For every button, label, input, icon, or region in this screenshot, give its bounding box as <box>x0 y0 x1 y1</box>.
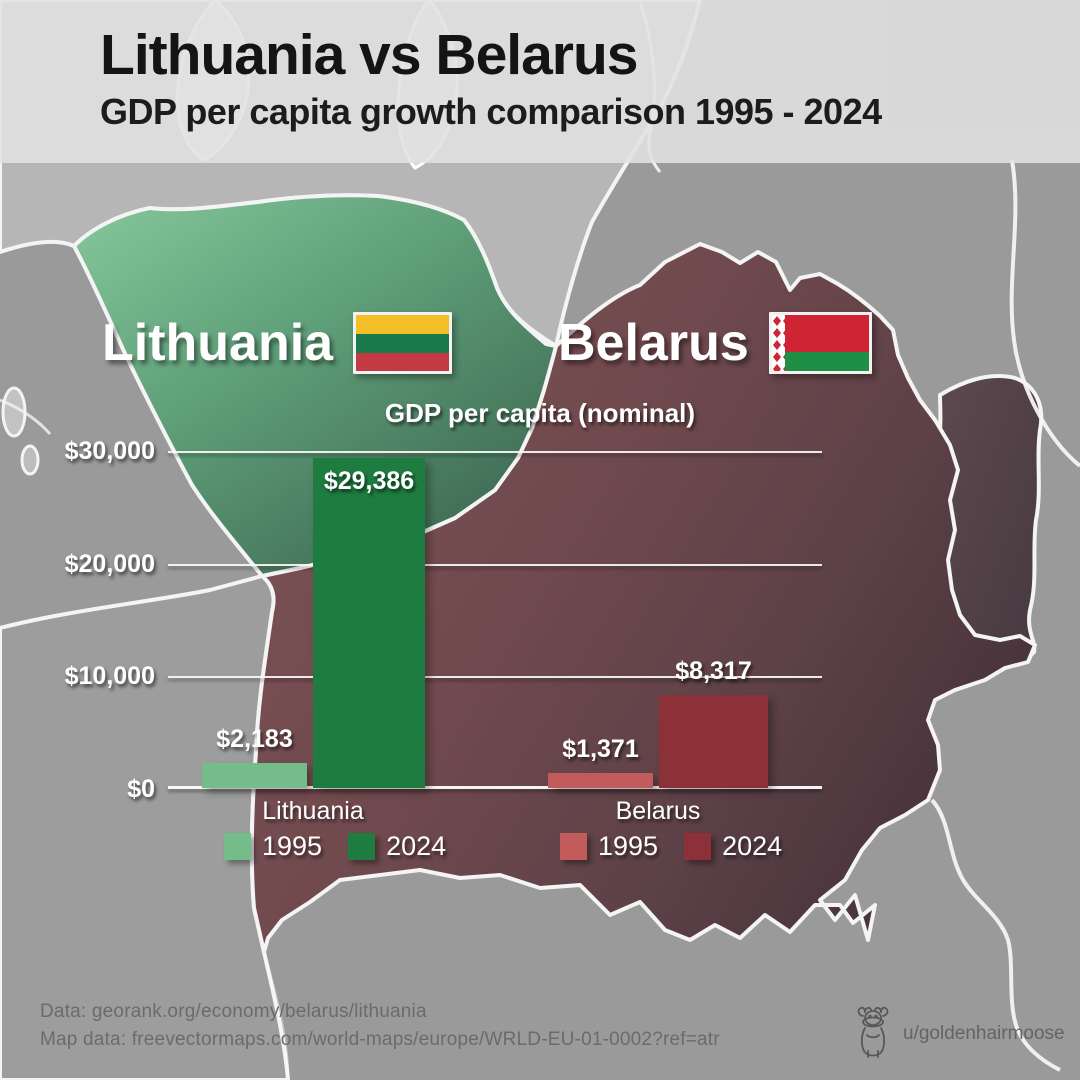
page-title: Lithuania vs Belarus <box>100 23 639 87</box>
lithuania-shape <box>72 193 558 578</box>
legend-label: 2024 <box>386 831 447 861</box>
y-tick-0: $0 <box>127 775 155 803</box>
legend-swatch-lt-2024 <box>348 833 376 860</box>
lithuania-map-label: Lithuania <box>102 312 453 374</box>
legend-swatch-lt-1995 <box>224 833 251 860</box>
legend-item-by-2024: 2024 <box>684 831 782 862</box>
gridline-0 <box>168 786 822 789</box>
island-shape-2 <box>20 444 40 476</box>
legend-label: 1995 <box>262 831 323 861</box>
legend-swatch-by-1995 <box>560 833 587 860</box>
legend-item-by-1995: 1995 <box>560 831 658 862</box>
legend-item-lt-1995: 1995 <box>224 831 322 862</box>
bar-lithuania-2024: $29,386 <box>313 458 425 788</box>
bar-value-label: $1,371 <box>562 735 639 763</box>
category-label-belarus: Belarus <box>615 797 701 825</box>
gridline-20000 <box>168 564 822 566</box>
gridline-10000 <box>168 676 822 678</box>
southeast-border-line <box>930 798 1061 1072</box>
bar-value-label: $8,317 <box>675 657 752 685</box>
legend-lithuania: 1995 2024 <box>224 831 446 862</box>
bar-value-label: $2,183 <box>216 725 293 753</box>
y-tick-10000: $10,000 <box>64 662 155 690</box>
gridline-30000 <box>168 451 822 453</box>
belarus-name: Belarus <box>558 314 749 372</box>
lithuania-name: Lithuania <box>102 314 334 372</box>
legend-item-lt-2024: 2024 <box>348 831 446 862</box>
poland-border-faint <box>262 951 290 1080</box>
chart-title: GDP per capita (nominal) <box>384 398 696 428</box>
category-label-lithuania: Lithuania <box>262 797 364 825</box>
bar-value-label: $29,386 <box>323 467 415 495</box>
legend-label: 2024 <box>722 831 783 861</box>
bar-lithuania-1995: $2,183 <box>202 725 307 788</box>
y-tick-30000: $30,000 <box>64 437 155 465</box>
y-tick-20000: $20,000 <box>64 550 155 578</box>
legend-label: 1995 <box>598 831 659 861</box>
russia-border-line <box>1009 159 1080 468</box>
page-subtitle: GDP per capita growth comparison 1995 - … <box>100 91 882 133</box>
plot-area: $2,183 $29,386 $1,371 $8,317 <box>168 451 822 789</box>
bar-belarus-1995: $1,371 <box>548 735 653 788</box>
belarus-shape <box>249 242 1037 954</box>
bar-belarus-2024: $8,317 <box>659 657 768 788</box>
legend-swatch-by-2024 <box>684 833 712 860</box>
belarus-map-label: Belarus <box>558 312 872 374</box>
belarus-flag <box>768 312 872 374</box>
legend-belarus: 1995 2024 <box>560 831 782 862</box>
header-band: Lithuania vs Belarus GDP per capita grow… <box>0 0 1080 163</box>
coast-line <box>0 398 52 435</box>
lithuania-flag <box>353 312 453 374</box>
